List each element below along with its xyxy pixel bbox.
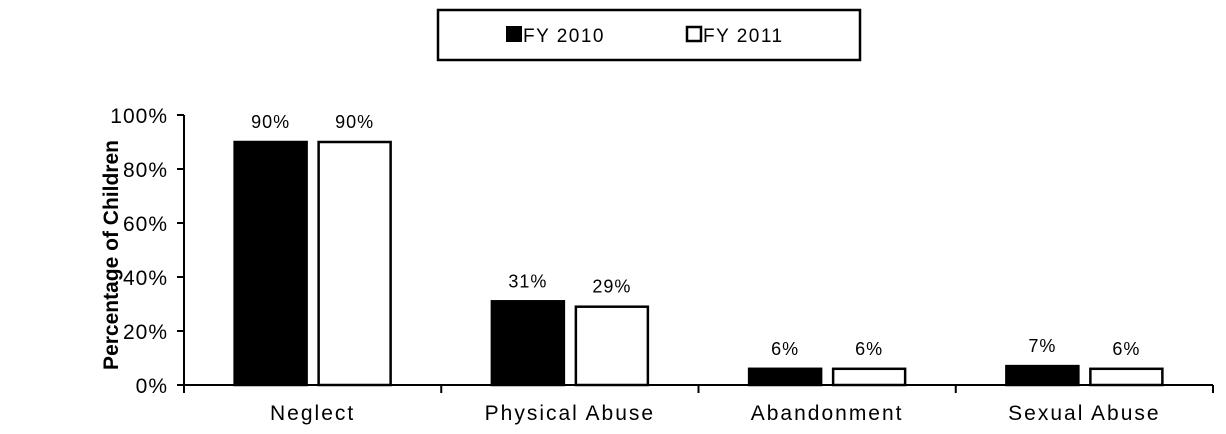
y-tick-label: 40%	[123, 267, 168, 290]
bar-physical-abuse-fy2011	[574, 305, 650, 387]
data-label: 7%	[1028, 336, 1056, 356]
legend-swatch-fy2010	[506, 26, 522, 42]
bar-abandonment-fy2011	[831, 367, 907, 387]
x-category-label: Neglect	[270, 402, 355, 425]
bar-sexual-abuse-fy2010	[1005, 364, 1080, 387]
legend: FY 2010 FY 2011	[436, 8, 862, 62]
y-tick-label: 100%	[110, 105, 168, 128]
y-axis-title: Percentage of Children	[100, 140, 123, 370]
x-category-label: Abandonment	[751, 402, 904, 425]
bar-sexual-abuse-fy2011	[1089, 367, 1164, 387]
data-label: 6%	[771, 339, 799, 359]
x-category-label: Sexual Abuse	[1008, 402, 1160, 425]
data-label: 29%	[592, 277, 631, 297]
data-label: 90%	[335, 112, 374, 132]
data-labels: 90% 90% 31% 29% 6% 6% 7% 6%	[251, 112, 1140, 359]
y-tick-label: 60%	[123, 213, 168, 236]
bars	[233, 140, 1164, 387]
data-label: 31%	[508, 271, 547, 291]
y-axis-ticks: 0% 20% 40% 60% 80% 100%	[110, 105, 184, 398]
y-tick-label: 0%	[136, 375, 168, 398]
x-category-label: Physical Abuse	[485, 402, 655, 425]
y-tick-label: 80%	[123, 159, 168, 182]
data-label: 6%	[855, 339, 883, 359]
legend-label-fy2010: FY 2010	[523, 26, 605, 47]
legend-label-fy2011: FY 2011	[703, 26, 784, 47]
x-axis-ticks	[183, 385, 1214, 393]
data-label: 90%	[251, 112, 290, 132]
bar-physical-abuse-fy2010	[490, 300, 566, 387]
category-labels: Neglect Physical Abuse Abandonment Sexual A…	[270, 402, 1160, 425]
legend-swatch-fy2011	[685, 25, 703, 43]
legend-box	[436, 8, 862, 62]
bar-neglect-fy2010	[233, 140, 308, 387]
bar-neglect-fy2011	[317, 140, 392, 387]
y-tick-label: 20%	[123, 321, 168, 344]
data-label: 6%	[1112, 339, 1140, 359]
bar-abandonment-fy2010	[747, 367, 823, 387]
